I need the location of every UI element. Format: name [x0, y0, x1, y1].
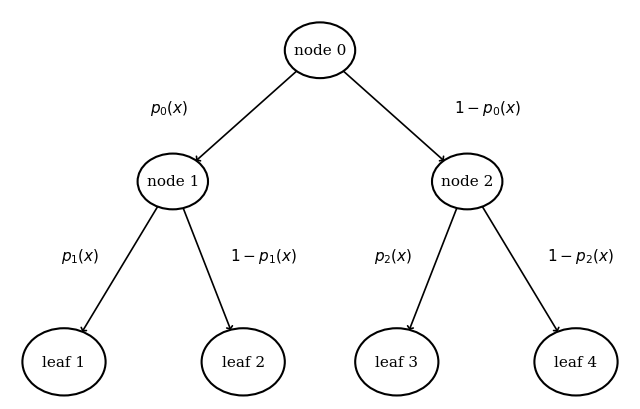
Ellipse shape: [22, 328, 106, 396]
Text: $1-p_0(x)$: $1-p_0(x)$: [454, 99, 522, 118]
Text: leaf 3: leaf 3: [375, 355, 419, 369]
Ellipse shape: [285, 23, 355, 79]
Text: node 2: node 2: [441, 175, 493, 189]
Text: $1-p_1(x)$: $1-p_1(x)$: [230, 246, 298, 265]
Text: node 1: node 1: [147, 175, 199, 189]
Text: $p_1(x)$: $p_1(x)$: [61, 246, 99, 265]
Text: leaf 1: leaf 1: [42, 355, 86, 369]
Ellipse shape: [355, 328, 438, 396]
Text: $p_0(x)$: $p_0(x)$: [150, 99, 189, 118]
Ellipse shape: [432, 154, 502, 210]
Text: $p_2(x)$: $p_2(x)$: [374, 246, 413, 265]
Ellipse shape: [534, 328, 618, 396]
Text: leaf 4: leaf 4: [554, 355, 598, 369]
Text: node 0: node 0: [294, 44, 346, 58]
Ellipse shape: [138, 154, 208, 210]
Text: $1-p_2(x)$: $1-p_2(x)$: [547, 246, 614, 265]
Ellipse shape: [202, 328, 285, 396]
Text: leaf 2: leaf 2: [221, 355, 265, 369]
